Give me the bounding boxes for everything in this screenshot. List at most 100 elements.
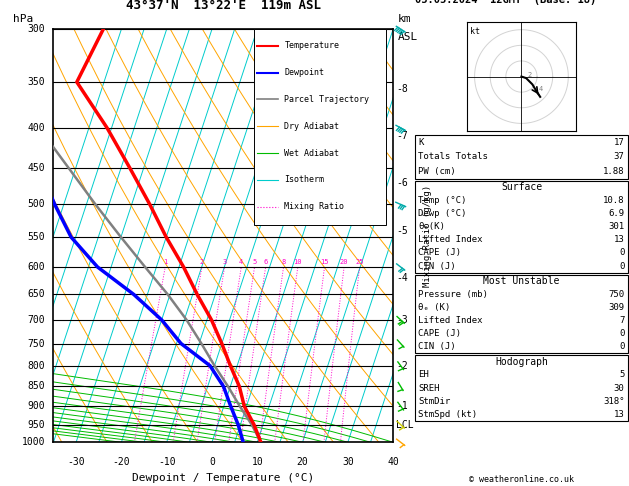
Text: -3: -3 xyxy=(396,315,408,325)
Text: Pressure (mb): Pressure (mb) xyxy=(418,290,488,299)
Text: LCL: LCL xyxy=(396,419,413,430)
Text: 1.88: 1.88 xyxy=(603,167,625,176)
Text: Lifted Index: Lifted Index xyxy=(418,235,483,244)
Text: 318°: 318° xyxy=(603,397,625,406)
Text: StmSpd (kt): StmSpd (kt) xyxy=(418,410,477,419)
Text: CIN (J): CIN (J) xyxy=(418,342,456,351)
Text: Surface: Surface xyxy=(501,182,542,192)
Text: 750: 750 xyxy=(27,339,45,348)
Text: 6.9: 6.9 xyxy=(608,209,625,218)
Text: 8: 8 xyxy=(281,259,286,265)
Text: -7: -7 xyxy=(396,131,408,141)
Text: -1: -1 xyxy=(396,401,408,411)
Text: 13: 13 xyxy=(614,410,625,419)
Text: -4: -4 xyxy=(396,273,408,283)
Text: 40: 40 xyxy=(387,457,399,467)
Text: kt: kt xyxy=(470,27,480,35)
Text: K: K xyxy=(418,138,424,147)
Text: 05.05.2024  12GMT  (Base: 18): 05.05.2024 12GMT (Base: 18) xyxy=(415,0,596,5)
Text: 30: 30 xyxy=(342,457,353,467)
Text: 450: 450 xyxy=(27,163,45,174)
Text: Temperature: Temperature xyxy=(284,41,340,50)
Text: CAPE (J): CAPE (J) xyxy=(418,248,461,258)
Text: 0: 0 xyxy=(619,329,625,338)
Text: Temp (°C): Temp (°C) xyxy=(418,196,467,205)
Text: 600: 600 xyxy=(27,262,45,272)
Text: 37: 37 xyxy=(614,153,625,161)
Text: EH: EH xyxy=(418,370,429,380)
Bar xyxy=(254,29,386,226)
Text: 30: 30 xyxy=(614,383,625,393)
Text: Dewp (°C): Dewp (°C) xyxy=(418,209,467,218)
Text: 0: 0 xyxy=(619,248,625,258)
Text: 301: 301 xyxy=(608,222,625,231)
Text: Mixing Ratio (g/kg): Mixing Ratio (g/kg) xyxy=(423,185,432,287)
Text: ASL: ASL xyxy=(398,32,418,42)
Text: -10: -10 xyxy=(158,457,175,467)
Text: -20: -20 xyxy=(113,457,130,467)
Text: 0: 0 xyxy=(209,457,215,467)
Text: SREH: SREH xyxy=(418,383,440,393)
Text: 800: 800 xyxy=(27,361,45,371)
Text: Hodograph: Hodograph xyxy=(495,357,548,367)
Text: 4: 4 xyxy=(538,86,543,91)
Text: 350: 350 xyxy=(27,77,45,87)
Text: 650: 650 xyxy=(27,290,45,299)
Text: © weatheronline.co.uk: © weatheronline.co.uk xyxy=(469,474,574,484)
Text: -8: -8 xyxy=(396,84,408,94)
Text: 20: 20 xyxy=(297,457,308,467)
Text: -2: -2 xyxy=(396,361,408,371)
Text: 17: 17 xyxy=(614,138,625,147)
Text: 950: 950 xyxy=(27,419,45,430)
Text: hPa: hPa xyxy=(13,14,33,24)
Text: Totals Totals: Totals Totals xyxy=(418,153,488,161)
Text: PW (cm): PW (cm) xyxy=(418,167,456,176)
Text: 1000: 1000 xyxy=(21,437,45,447)
Text: 400: 400 xyxy=(27,123,45,133)
Text: 750: 750 xyxy=(608,290,625,299)
Text: Most Unstable: Most Unstable xyxy=(483,276,560,286)
Text: 309: 309 xyxy=(608,303,625,312)
Text: Wet Adiabat: Wet Adiabat xyxy=(284,149,340,157)
Text: -6: -6 xyxy=(396,178,408,188)
Text: Parcel Trajectory: Parcel Trajectory xyxy=(284,95,369,104)
Text: 5: 5 xyxy=(619,370,625,380)
Text: 3: 3 xyxy=(223,259,226,265)
Text: 15: 15 xyxy=(320,259,329,265)
Text: 500: 500 xyxy=(27,199,45,209)
Text: Mixing Ratio: Mixing Ratio xyxy=(284,202,345,211)
Text: 25: 25 xyxy=(355,259,364,265)
Text: 850: 850 xyxy=(27,382,45,392)
Text: 13: 13 xyxy=(614,235,625,244)
Text: 900: 900 xyxy=(27,401,45,411)
Text: Isotherm: Isotherm xyxy=(284,175,325,185)
Text: Dewpoint: Dewpoint xyxy=(284,68,325,77)
Text: StmDir: StmDir xyxy=(418,397,450,406)
Text: 2: 2 xyxy=(200,259,204,265)
Text: 0: 0 xyxy=(619,342,625,351)
Text: 2: 2 xyxy=(528,71,532,78)
Text: CAPE (J): CAPE (J) xyxy=(418,329,461,338)
Text: 4: 4 xyxy=(239,259,243,265)
Text: 550: 550 xyxy=(27,232,45,242)
Text: 10: 10 xyxy=(294,259,302,265)
Text: 10.8: 10.8 xyxy=(603,196,625,205)
Text: 1: 1 xyxy=(163,259,167,265)
Text: Lifted Index: Lifted Index xyxy=(418,316,483,325)
Text: 43°37'N  13°22'E  119m ASL: 43°37'N 13°22'E 119m ASL xyxy=(126,0,321,12)
Text: 0: 0 xyxy=(619,261,625,271)
Text: km: km xyxy=(398,14,411,24)
Text: 10: 10 xyxy=(252,457,263,467)
Text: -30: -30 xyxy=(67,457,85,467)
Text: θₑ (K): θₑ (K) xyxy=(418,303,450,312)
Text: 20: 20 xyxy=(340,259,348,265)
Text: 300: 300 xyxy=(27,24,45,34)
Text: 7: 7 xyxy=(619,316,625,325)
Text: CIN (J): CIN (J) xyxy=(418,261,456,271)
Text: θₑ(K): θₑ(K) xyxy=(418,222,445,231)
Text: 6: 6 xyxy=(264,259,268,265)
Text: 5: 5 xyxy=(252,259,257,265)
Text: 700: 700 xyxy=(27,315,45,325)
Text: Dry Adiabat: Dry Adiabat xyxy=(284,122,340,131)
Text: -5: -5 xyxy=(396,226,408,236)
